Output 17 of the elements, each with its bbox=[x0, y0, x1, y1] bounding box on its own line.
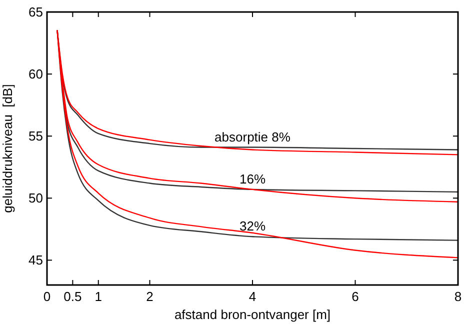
y-tick-label: 65 bbox=[28, 4, 43, 20]
series-label: 32% bbox=[239, 218, 266, 234]
x-tick-label: 2 bbox=[146, 289, 154, 304]
x-tick-label: 8 bbox=[454, 289, 462, 304]
y-tick-label: 50 bbox=[28, 190, 43, 206]
x-tick-label: 0.5 bbox=[64, 289, 82, 304]
x-axis-title: afstand bron-ontvanger [m] bbox=[174, 307, 331, 322]
y-tick-label: 60 bbox=[28, 66, 43, 82]
y-tick-label: 55 bbox=[28, 128, 43, 144]
x-tick-label: 4 bbox=[248, 289, 256, 304]
series-label: absorptie 8% bbox=[214, 129, 291, 144]
series-label: 16% bbox=[239, 171, 266, 186]
y-tick-label: 45 bbox=[28, 252, 43, 268]
x-tick-label: 1 bbox=[94, 289, 102, 304]
x-tick-label: 6 bbox=[352, 289, 359, 304]
y-axis-title: geluiddrukniveau [dB] bbox=[0, 84, 15, 213]
x-tick-label: 0 bbox=[43, 289, 51, 304]
